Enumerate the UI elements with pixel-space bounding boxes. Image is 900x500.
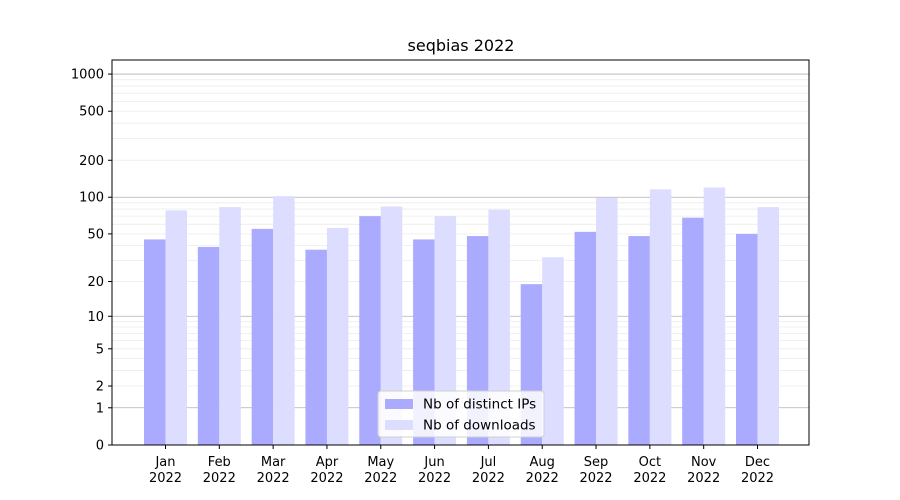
y-tick-label: 100: [79, 191, 104, 206]
y-tick-label: 20: [87, 275, 104, 290]
bar-distinct-ips: [359, 216, 381, 445]
y-tick-label: 50: [87, 227, 104, 242]
bar-downloads: [542, 257, 564, 445]
x-tick-label: Jan 2022: [149, 455, 182, 486]
bar-downloads: [380, 206, 403, 445]
y-tick-label: 1: [96, 401, 104, 416]
y-tick-label: 1000: [71, 68, 104, 83]
y-tick-label: 200: [79, 154, 104, 169]
chart-title: seqbias 2022: [408, 36, 515, 55]
y-tick-label: 10: [87, 310, 104, 325]
plot-frame: [111, 59, 810, 446]
y-tick-label: 500: [79, 105, 104, 120]
bar-downloads: [757, 207, 779, 445]
y-tick-label: 2: [96, 380, 104, 395]
legend-box: [377, 390, 545, 438]
bar-downloads: [703, 187, 726, 446]
bar-downloads: [165, 210, 187, 445]
bar-distinct-ips: [628, 236, 650, 445]
x-tick-label: Jun 2022: [418, 455, 451, 486]
y-axis: 0 1 2 5 10 20 50 100 200 500 1000: [71, 68, 112, 454]
x-tick-label: Aug 2022: [526, 455, 559, 486]
y-tick-label: 0: [96, 439, 104, 454]
bar-distinct-ips: [144, 239, 166, 445]
legend-swatch: [385, 399, 413, 409]
x-tick-label: Sep 2022: [579, 455, 612, 486]
x-axis: Jan 2022 Feb 2022 Mar 2022 Apr 2022 May 2022 Jun 20…: [149, 445, 774, 486]
x-tick-label: Mar 2022: [257, 455, 290, 486]
x-tick-label: May 2022: [364, 455, 397, 486]
legend-swatch: [385, 420, 413, 430]
bar-distinct-ips: [736, 233, 758, 445]
bar-distinct-ips: [574, 231, 597, 445]
bar-distinct-ips: [197, 246, 220, 445]
x-tick-label: Dec 2022: [741, 455, 774, 486]
bar-downloads: [488, 209, 510, 445]
x-tick-label: Apr 2022: [310, 455, 343, 486]
legend-label: Nb of distinct IPs: [423, 397, 536, 413]
bar-downloads: [649, 189, 672, 445]
y-tick-label: 5: [96, 342, 104, 357]
bar-downloads: [326, 227, 349, 445]
bar-downloads: [273, 196, 295, 445]
bar-distinct-ips: [251, 228, 274, 445]
x-tick-label: Feb 2022: [203, 455, 236, 486]
bar-downloads: [219, 207, 241, 445]
bar-distinct-ips: [305, 249, 327, 445]
x-tick-label: Oct 2022: [633, 455, 666, 486]
bar-distinct-ips: [682, 217, 704, 445]
legend: Nb of distinct IPs Nb of downloads: [377, 390, 545, 438]
x-tick-label: Nov 2022: [687, 455, 720, 486]
bar-downloads: [596, 197, 618, 445]
x-tick-label: Jul 2022: [472, 455, 505, 486]
legend-label: Nb of downloads: [423, 418, 536, 434]
bar-downloads: [434, 216, 457, 445]
